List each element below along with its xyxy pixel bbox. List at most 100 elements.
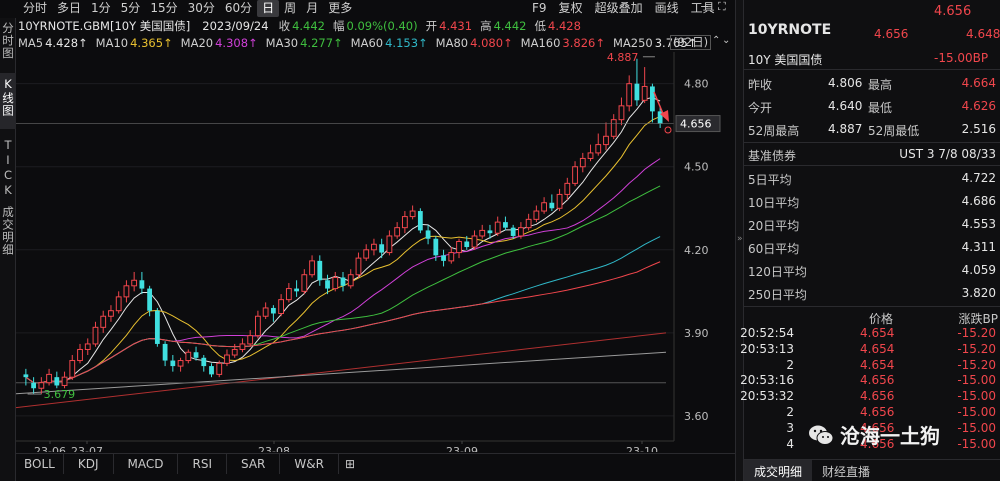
indicator-tab[interactable]: BOLL (16, 453, 64, 474)
timeframe-tab[interactable]: 周 (284, 1, 297, 15)
candle-body (634, 83, 640, 101)
candle-body (31, 382, 37, 389)
ma80-line (25, 261, 661, 384)
candle-body (525, 218, 532, 229)
nav-trades[interactable]: 成交明细 (0, 204, 16, 274)
timeframe-tab[interactable]: 60分 (224, 1, 253, 15)
candle-body (379, 244, 385, 253)
timeframe-tab[interactable]: 多日 (57, 1, 82, 15)
indicator-tab[interactable]: MACD (114, 453, 179, 474)
timeframe-tab[interactable]: 分时 (23, 1, 48, 15)
collapse-icon[interactable]: » (737, 234, 743, 244)
nav-tick[interactable]: TICK (0, 136, 16, 202)
ticks-header-change: 涨跌BP (958, 312, 998, 326)
tick-time: 2 (786, 405, 794, 419)
ma-value: 3.765↑ (654, 35, 698, 50)
toolbar-item[interactable]: 工具 (690, 1, 715, 15)
avg-value: 4.311 (961, 240, 996, 254)
candle-body (448, 252, 455, 262)
tick-price: 4.656 (860, 373, 895, 388)
timeframe-tab[interactable]: 月 (306, 1, 319, 15)
kline-chart[interactable]: 4.887 3.679 4.656 4.80 4.50 4.20 3.90 3.60 23-0… (16, 52, 735, 452)
indicator-tab[interactable]: RSI (178, 453, 227, 474)
toolbar-right: F9 复权 超级叠加 画线 工具 (526, 0, 721, 17)
candle-body (77, 348, 83, 362)
indicator-tab[interactable]: KDJ (64, 453, 114, 474)
nav-kline[interactable]: K线图 (0, 73, 16, 129)
minimize-icon[interactable]: − (700, 0, 710, 13)
last-price-tag (675, 115, 721, 133)
panel-tab[interactable]: 成交明细 (744, 460, 813, 481)
ma-label: MA10 (95, 35, 129, 50)
tick-row: 2 4.656 -15.00 (744, 405, 1000, 421)
candle-body (270, 307, 276, 314)
candle-body (247, 335, 254, 345)
avg-value: 4.686 (961, 194, 996, 208)
toolbar-item[interactable]: F9 (532, 1, 547, 15)
candle-body (657, 111, 663, 124)
indicator-tab[interactable]: W&R (280, 453, 339, 474)
candle-body (170, 360, 176, 367)
panel-tab[interactable]: 财经直播 (822, 465, 871, 479)
candle-body (301, 274, 308, 292)
candle-body (494, 221, 501, 234)
candle-body (610, 119, 617, 137)
ma-label: MA30 (265, 35, 299, 50)
x-tick-label: 23-10 (626, 445, 658, 452)
candle-body (471, 235, 478, 248)
ma-label: MA80 (435, 35, 469, 50)
red-arrow-line (653, 91, 665, 117)
candle-body (587, 152, 594, 159)
stat-label: 52周最高 (748, 124, 800, 138)
x-tick-label: 23-06 (34, 445, 66, 452)
stat-value: 4.806 (828, 76, 863, 90)
quote-panel: 4.656 10YRNOTE 4.656 4.648 10Y 美国国债 -15.… (740, 0, 1000, 481)
candle-body (649, 86, 655, 112)
avg-row: 20日平均 4.553 (744, 214, 1000, 236)
ma250-line (16, 351, 667, 395)
ma-value: 4.308↑ (215, 35, 258, 50)
avg-value: 4.553 (961, 217, 996, 231)
expand-icon[interactable]: ⛶ (718, 0, 726, 13)
timeframe-tab[interactable]: 1分 (91, 1, 111, 15)
timeframe-tab[interactable]: 日 (257, 0, 280, 17)
ask-price: 4.648 (966, 27, 1000, 41)
toolbar-item[interactable]: 画线 (654, 1, 679, 15)
header-price: 4.656 (934, 4, 972, 19)
stat-label: 今开 (748, 101, 773, 115)
candle-body (456, 241, 462, 254)
low-label: 低 (534, 18, 547, 33)
nav-timeshare[interactable]: 分时图 (0, 20, 16, 68)
toolbar-item[interactable]: 超级叠加 (594, 1, 643, 15)
tick-time: 20:53:32 (740, 389, 794, 404)
timeframe-tab[interactable]: 15分 (150, 1, 178, 15)
ma-value: 4.277↑ (300, 35, 343, 50)
nav-trades-label: 成交明细 (1, 206, 15, 256)
candle-body (325, 280, 330, 289)
candle-body (595, 144, 602, 154)
indicator-tab[interactable]: SAR (227, 453, 281, 474)
timeframe-tab[interactable]: 5分 (120, 1, 141, 15)
add-indicator-button[interactable]: ⊞ (344, 456, 355, 471)
panel-divider[interactable]: » (735, 0, 744, 481)
timeframe-tab[interactable]: 更多 (328, 1, 353, 15)
timeframe-tab[interactable]: 30分 (187, 1, 215, 15)
chevron-up-icon[interactable]: ⌃ (712, 35, 721, 46)
candle-body (317, 260, 323, 281)
tick-row: 20:52:54 4.654 -15.20 (740, 326, 1000, 342)
days-badge[interactable]: (92日) (670, 35, 712, 50)
toolbar-item[interactable]: 复权 (558, 1, 583, 15)
tick-row: 20:53:13 4.654 -15.20 (740, 342, 1000, 358)
stat-row: 今开 4.640 最低 4.626 (744, 96, 1000, 118)
quote-info-bar: 10YRNOTE.GBM[10Y 美国国债] 2023/09/24 收 4.44… (18, 17, 583, 34)
stat-value: 2.516 (961, 122, 996, 136)
candle-body (510, 227, 516, 236)
tick-time: 20:52:54 (740, 326, 794, 340)
chevron-down-icon[interactable]: ⌄ (722, 35, 731, 46)
candle-body (92, 326, 99, 345)
candle-body (54, 377, 60, 386)
candle-body (626, 83, 633, 107)
candle-body (409, 210, 416, 218)
tick-price: 4.656 (860, 436, 895, 451)
ma5-line (25, 97, 661, 384)
